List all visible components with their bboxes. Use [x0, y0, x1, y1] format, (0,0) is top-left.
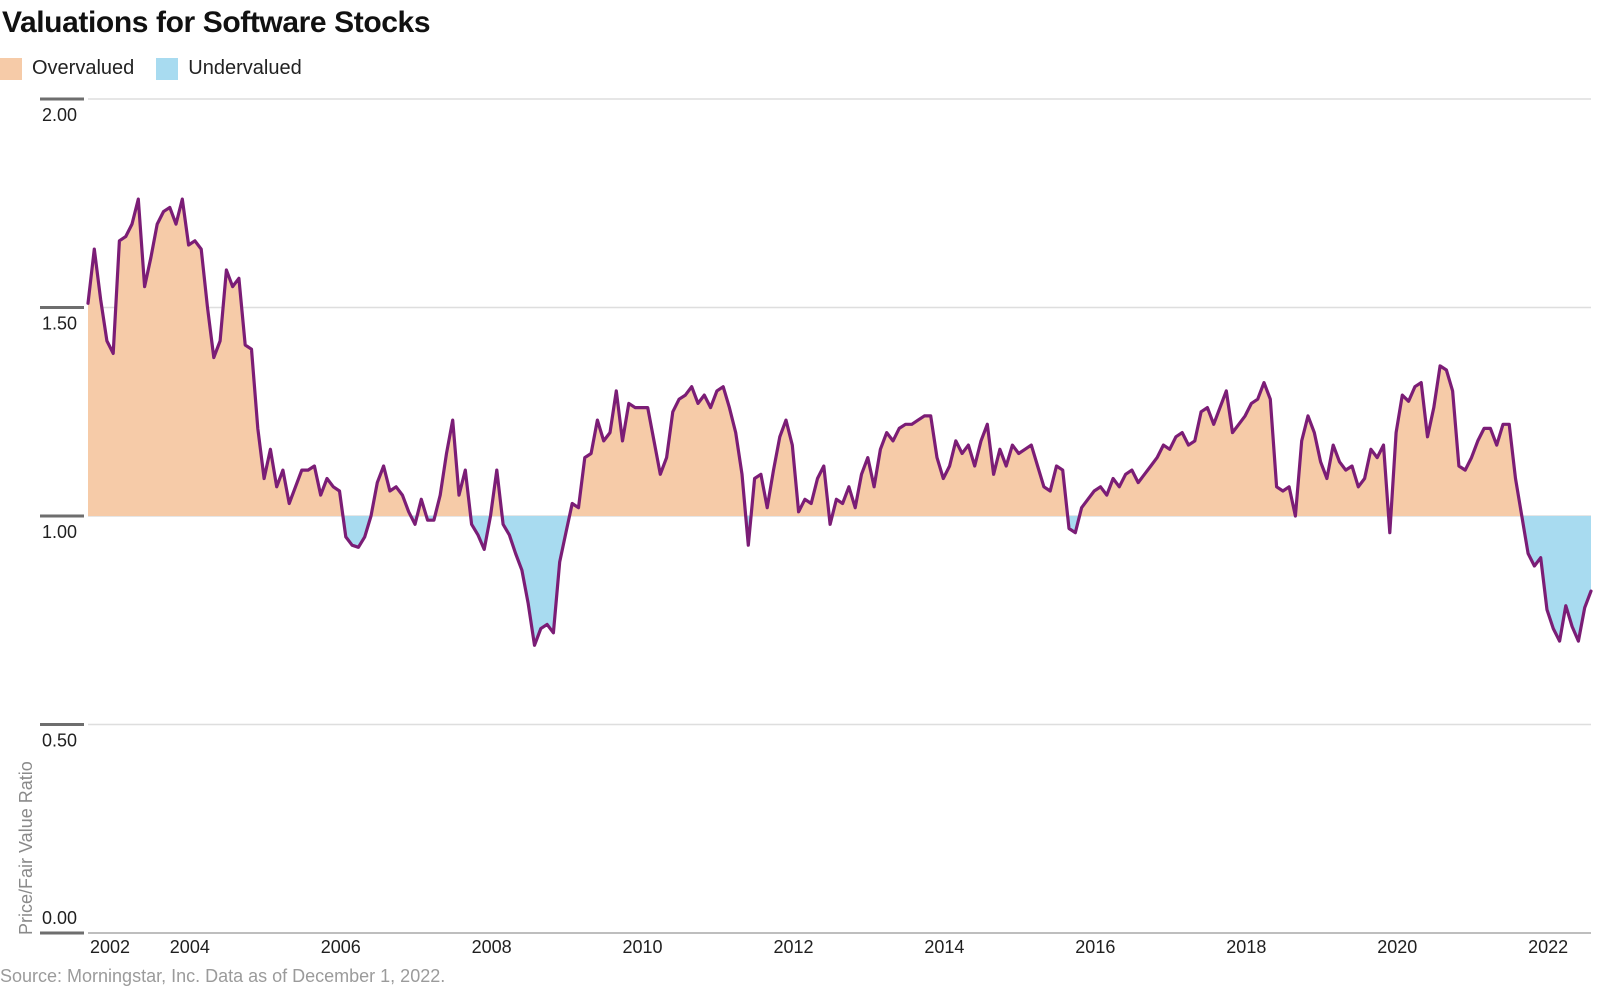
undervalued-swatch-icon — [156, 57, 179, 80]
source-note: Source: Morningstar, Inc. Data as of Dec… — [0, 966, 446, 986]
legend: Overvalued Undervalued — [0, 57, 324, 80]
y-tick-label: 1.50 — [42, 314, 77, 334]
x-axis-label: 2002 — [90, 937, 130, 957]
x-axis-label: 2006 — [321, 937, 361, 957]
y-axis-title: Price/Fair Value Ratio — [16, 761, 36, 935]
x-axis-label: 2008 — [472, 937, 512, 957]
x-axis-label: 2022 — [1528, 937, 1568, 957]
x-axis-label: 2014 — [924, 937, 964, 957]
y-tick-label: 0.00 — [42, 908, 77, 928]
overvalued-swatch-icon — [0, 57, 22, 80]
x-axis-label: 2004 — [170, 937, 210, 957]
undervalued-area — [88, 516, 1591, 646]
x-axis-label: 2010 — [623, 937, 663, 957]
price-fair-value-line — [86, 197, 1593, 647]
y-tick-label: 2.00 — [42, 105, 77, 125]
legend-item-undervalued: Undervalued — [156, 57, 302, 80]
x-axis-label: 2018 — [1226, 937, 1266, 957]
y-tick-label: 1.00 — [42, 522, 77, 542]
x-axis-label: 2016 — [1075, 937, 1115, 957]
legend-item-overvalued: Overvalued — [0, 57, 134, 80]
legend-label-undervalued: Undervalued — [188, 57, 302, 79]
page-title: Valuations for Software Stocks — [2, 6, 431, 39]
x-axis-label: 2012 — [774, 937, 814, 957]
y-tick-label: 0.50 — [42, 731, 77, 751]
overvalued-area — [88, 199, 1591, 516]
x-axis-label: 2020 — [1377, 937, 1417, 957]
legend-label-overvalued: Overvalued — [32, 57, 135, 79]
